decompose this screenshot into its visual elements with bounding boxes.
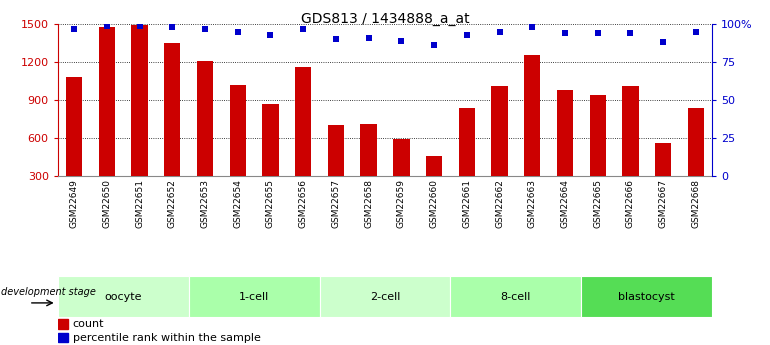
Text: 8-cell: 8-cell <box>500 292 531 302</box>
Text: count: count <box>72 319 104 329</box>
Bar <box>450 276 581 317</box>
Bar <box>581 276 712 317</box>
Text: 1-cell: 1-cell <box>239 292 270 302</box>
Bar <box>197 61 213 176</box>
Text: GSM22664: GSM22664 <box>561 179 570 228</box>
Text: oocyte: oocyte <box>105 292 142 302</box>
Text: GSM22652: GSM22652 <box>168 179 177 228</box>
Text: GSM22653: GSM22653 <box>200 179 209 228</box>
Text: GSM22665: GSM22665 <box>593 179 602 228</box>
Text: percentile rank within the sample: percentile rank within the sample <box>72 333 260 343</box>
Text: GSM22667: GSM22667 <box>658 179 668 228</box>
Text: GSM22657: GSM22657 <box>331 179 340 228</box>
Bar <box>524 55 541 176</box>
Bar <box>58 333 69 342</box>
Bar <box>590 95 606 176</box>
Text: GSM22649: GSM22649 <box>69 179 79 228</box>
Text: GSM22656: GSM22656 <box>299 179 308 228</box>
Bar <box>229 85 246 176</box>
Bar <box>688 108 704 176</box>
Bar <box>263 104 279 176</box>
Bar <box>132 26 148 176</box>
Bar <box>459 108 475 176</box>
Bar <box>189 276 320 317</box>
Bar <box>491 86 507 176</box>
Bar <box>360 124 377 176</box>
Bar <box>58 319 69 329</box>
Text: development stage: development stage <box>2 287 96 297</box>
Bar <box>320 276 450 317</box>
Text: GSM22654: GSM22654 <box>233 179 243 228</box>
Text: GSM22662: GSM22662 <box>495 179 504 228</box>
Text: GSM22660: GSM22660 <box>430 179 439 228</box>
Text: GSM22663: GSM22663 <box>527 179 537 228</box>
Bar <box>295 67 311 176</box>
Text: GSM22658: GSM22658 <box>364 179 373 228</box>
Text: GSM22668: GSM22668 <box>691 179 701 228</box>
Bar <box>622 86 638 176</box>
Text: GDS813 / 1434888_a_at: GDS813 / 1434888_a_at <box>301 12 469 26</box>
Bar <box>328 125 344 176</box>
Bar <box>164 43 180 176</box>
Bar <box>655 143 671 176</box>
Bar <box>393 139 410 176</box>
Text: blastocyst: blastocyst <box>618 292 675 302</box>
Bar <box>557 90 573 176</box>
Bar <box>99 27 115 176</box>
Text: GSM22661: GSM22661 <box>462 179 471 228</box>
Text: GSM22651: GSM22651 <box>135 179 144 228</box>
Text: GSM22650: GSM22650 <box>102 179 112 228</box>
Bar <box>58 276 189 317</box>
Bar <box>66 77 82 176</box>
Bar <box>426 156 442 176</box>
Text: GSM22666: GSM22666 <box>626 179 635 228</box>
Text: GSM22659: GSM22659 <box>397 179 406 228</box>
Text: 2-cell: 2-cell <box>370 292 400 302</box>
Text: GSM22655: GSM22655 <box>266 179 275 228</box>
